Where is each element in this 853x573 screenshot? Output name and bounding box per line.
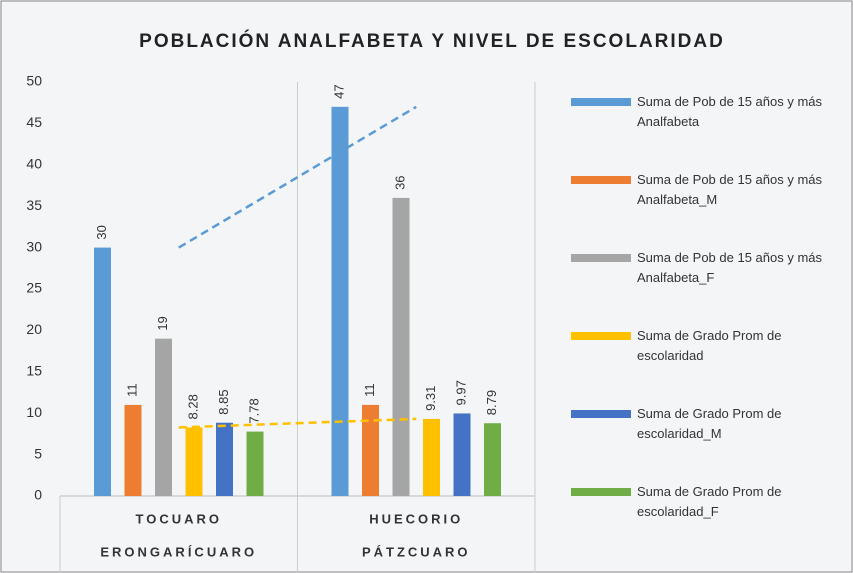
bar bbox=[185, 427, 203, 496]
legend-swatch bbox=[571, 176, 631, 184]
data-label: 36 bbox=[392, 175, 407, 189]
bar bbox=[124, 404, 142, 496]
trendline bbox=[178, 417, 417, 429]
y-tick-label: 30 bbox=[26, 238, 42, 254]
data-label: 7.78 bbox=[246, 398, 261, 423]
legend-label: Suma de Grado Prom de escolaridad bbox=[637, 328, 782, 363]
y-tick-label: 20 bbox=[26, 321, 42, 337]
data-label: 30 bbox=[94, 225, 109, 239]
legend-label: Suma de Pob de 15 años y más Analfabeta_… bbox=[637, 250, 823, 285]
y-tick-label: 5 bbox=[34, 445, 42, 461]
legend-label: Suma de Grado Prom de escolaridad_F bbox=[637, 484, 782, 519]
legend-swatch bbox=[571, 488, 631, 496]
legend-swatch bbox=[571, 98, 631, 106]
legend-swatch bbox=[571, 332, 631, 340]
bar bbox=[94, 247, 111, 496]
y-tick-label: 10 bbox=[26, 404, 42, 420]
y-tick-label: 45 bbox=[26, 114, 42, 130]
bar bbox=[453, 413, 471, 496]
data-label: 8.85 bbox=[216, 389, 231, 414]
data-label: 11 bbox=[362, 383, 377, 397]
legend-label: Suma de Pob de 15 años y más Analfabeta bbox=[637, 94, 823, 129]
legend-swatch bbox=[571, 410, 631, 418]
bar bbox=[362, 404, 379, 496]
bar bbox=[484, 423, 501, 496]
y-tick-label: 50 bbox=[26, 73, 42, 89]
data-label: 19 bbox=[155, 316, 170, 330]
bar bbox=[155, 338, 172, 496]
bar bbox=[216, 422, 233, 496]
legend-label: Suma de Pob de 15 años y más Analfabeta_… bbox=[637, 172, 823, 207]
y-tick-label: 25 bbox=[26, 280, 42, 296]
bar bbox=[246, 431, 264, 496]
data-label: 8.28 bbox=[185, 394, 200, 419]
y-tick-label: 0 bbox=[34, 487, 42, 503]
x-tick-label: TOCUARO bbox=[136, 511, 222, 526]
x-group-label: ERONGARÍCUARO bbox=[100, 544, 257, 559]
legend-swatch bbox=[571, 254, 631, 262]
bar bbox=[331, 106, 349, 496]
legend-label: Suma de Grado Prom de escolaridad_M bbox=[637, 406, 782, 441]
data-label: 9.97 bbox=[453, 380, 468, 405]
data-label: 8.79 bbox=[484, 390, 499, 415]
bar bbox=[392, 197, 410, 497]
x-tick-label: HUECORIO bbox=[369, 511, 463, 526]
bar bbox=[423, 418, 440, 496]
y-tick-label: 40 bbox=[26, 156, 42, 172]
data-label: 47 bbox=[331, 84, 346, 98]
y-tick-label: 35 bbox=[26, 197, 42, 213]
trendline bbox=[178, 105, 417, 249]
chart-title: POBLACIÓN ANALFABETA Y NIVEL DE ESCOLARI… bbox=[139, 30, 725, 52]
data-label: 9.31 bbox=[423, 386, 438, 411]
data-label: 11 bbox=[124, 383, 139, 397]
y-tick-label: 15 bbox=[26, 363, 42, 379]
x-group-label: PÁTZCUARO bbox=[362, 544, 471, 559]
